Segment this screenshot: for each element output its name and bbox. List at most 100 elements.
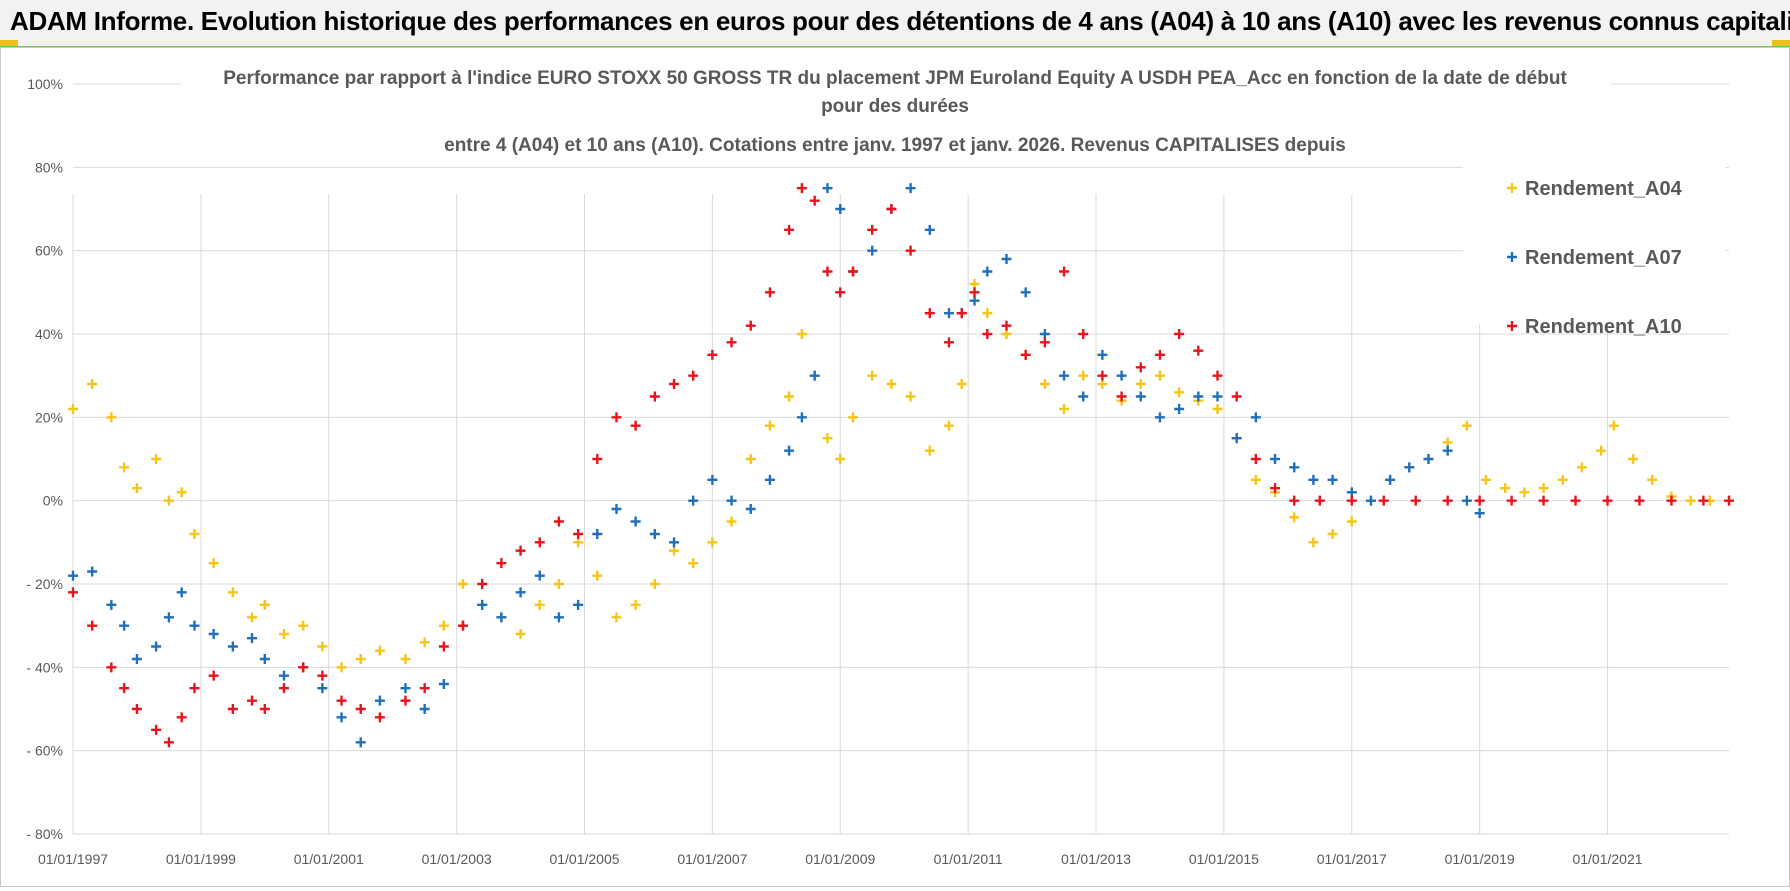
data-point bbox=[886, 379, 897, 389]
data-point bbox=[298, 662, 309, 673]
data-point bbox=[1685, 495, 1696, 506]
data-point bbox=[669, 379, 680, 389]
data-point bbox=[592, 529, 603, 539]
y-tick-label: 40% bbox=[35, 326, 63, 342]
data-point bbox=[1404, 462, 1415, 473]
data-point bbox=[592, 454, 603, 464]
y-tick-label: 0% bbox=[43, 493, 63, 509]
data-point bbox=[119, 683, 130, 694]
y-tick-label: - 60% bbox=[26, 743, 63, 759]
data-point bbox=[809, 370, 820, 381]
data-point bbox=[688, 558, 699, 569]
data-point bbox=[317, 641, 328, 652]
data-point bbox=[374, 645, 385, 656]
data-point bbox=[573, 529, 584, 539]
data-point bbox=[259, 654, 270, 664]
data-point bbox=[969, 287, 980, 298]
data-point bbox=[707, 349, 718, 360]
data-point bbox=[1346, 516, 1357, 527]
data-point bbox=[796, 329, 807, 339]
data-point bbox=[669, 545, 680, 556]
data-point bbox=[982, 308, 993, 319]
data-point bbox=[515, 629, 526, 639]
data-point bbox=[1570, 495, 1581, 506]
data-point bbox=[1289, 495, 1300, 506]
series-rendement-a10 bbox=[68, 183, 1734, 748]
data-point bbox=[1135, 391, 1146, 402]
data-point bbox=[534, 599, 545, 610]
data-point bbox=[611, 412, 622, 423]
data-point bbox=[809, 195, 820, 206]
data-point bbox=[649, 391, 660, 402]
data-point bbox=[189, 620, 200, 631]
data-point bbox=[649, 579, 660, 589]
y-tick-label: 100% bbox=[27, 76, 63, 92]
data-point bbox=[400, 683, 411, 694]
data-point bbox=[458, 620, 469, 631]
data-point bbox=[515, 545, 526, 556]
data-point bbox=[278, 670, 289, 681]
gridlines bbox=[72, 83, 1729, 835]
data-point bbox=[208, 629, 219, 639]
data-point bbox=[592, 570, 603, 581]
data-point bbox=[317, 683, 328, 694]
report-title: ADAM Informe. Evolution historique des p… bbox=[10, 6, 1790, 36]
chart-title-line: pour des durées bbox=[821, 96, 969, 117]
data-point bbox=[1378, 495, 1389, 506]
data-point bbox=[1442, 495, 1453, 506]
data-point bbox=[784, 391, 795, 402]
data-point bbox=[534, 570, 545, 581]
data-point bbox=[822, 266, 833, 277]
data-point bbox=[553, 516, 564, 527]
x-tick-label: 01/01/2005 bbox=[549, 851, 619, 867]
data-point bbox=[534, 537, 545, 548]
data-point bbox=[477, 579, 488, 589]
data-point bbox=[611, 504, 622, 514]
data-point bbox=[1608, 420, 1619, 431]
data-point bbox=[151, 454, 162, 464]
data-point bbox=[1078, 391, 1089, 402]
data-point bbox=[227, 641, 238, 652]
data-point bbox=[1314, 495, 1325, 506]
data-point bbox=[1308, 537, 1319, 548]
data-point bbox=[1346, 487, 1357, 498]
data-point bbox=[1193, 345, 1204, 356]
data-point bbox=[1461, 420, 1472, 431]
data-point bbox=[1698, 495, 1709, 506]
data-point bbox=[1634, 495, 1645, 506]
legend-label: Rendement_A07 bbox=[1525, 247, 1682, 269]
data-point bbox=[1474, 508, 1485, 519]
data-point bbox=[924, 308, 935, 319]
chart-legend: Rendement_A04 Rendement_A07 Rendement_A10 bbox=[1463, 140, 1725, 338]
data-point bbox=[1576, 462, 1587, 473]
legend-marker bbox=[1507, 183, 1517, 193]
data-point bbox=[515, 587, 526, 598]
data-point bbox=[867, 224, 878, 235]
x-tick-label: 01/01/1997 bbox=[38, 851, 108, 867]
y-axis-ticks: 100% 80% 60% 40% 20% 0% - 20% - 40% - 60% - 80% bbox=[26, 76, 63, 842]
x-axis-ticks: 01/01/1997 01/01/1999 01/01/2001 01/01/2003… bbox=[38, 851, 1643, 867]
data-point bbox=[1327, 529, 1338, 539]
data-point bbox=[1270, 454, 1281, 464]
data-point bbox=[208, 670, 219, 681]
data-point bbox=[943, 308, 954, 319]
data-point bbox=[163, 612, 174, 623]
data-point bbox=[1097, 370, 1108, 381]
data-point bbox=[458, 579, 469, 589]
legend-marker bbox=[1507, 321, 1517, 331]
data-point bbox=[259, 704, 270, 714]
data-point bbox=[1212, 391, 1223, 402]
data-point bbox=[1602, 495, 1613, 506]
data-point bbox=[419, 637, 430, 648]
data-point bbox=[374, 712, 385, 723]
data-point bbox=[1001, 320, 1012, 331]
data-point bbox=[943, 420, 954, 431]
data-point bbox=[630, 599, 641, 610]
data-point bbox=[189, 529, 200, 539]
data-point bbox=[905, 245, 916, 256]
data-point bbox=[1174, 387, 1185, 398]
data-point bbox=[688, 495, 699, 506]
data-point bbox=[553, 612, 564, 623]
data-point bbox=[336, 695, 347, 706]
data-point bbox=[956, 308, 967, 319]
